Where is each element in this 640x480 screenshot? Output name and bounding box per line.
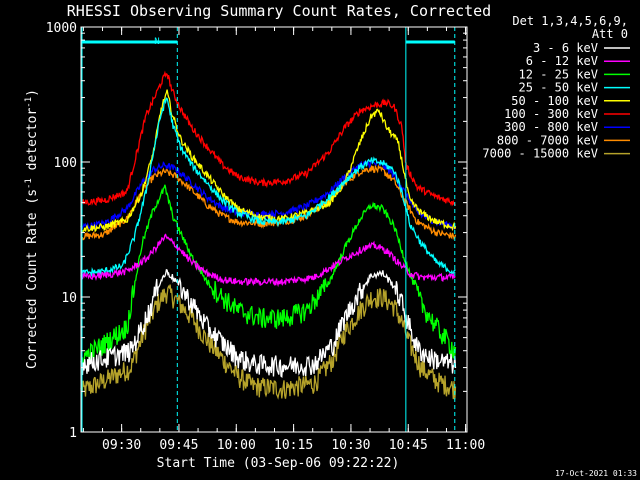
series-line-100-300-kev (80, 70, 457, 207)
x-tick-label: 09:45 (159, 438, 198, 453)
x-tick-label: 10:45 (389, 438, 428, 453)
legend-label: 100 - 300 keV (504, 107, 598, 121)
legend-label: 7000 - 15000 keV (482, 147, 598, 161)
legend-label: 50 - 100 keV (511, 94, 598, 108)
y-tick-label: 1000 (46, 21, 77, 36)
series-line-12-25-kev (80, 184, 457, 368)
x-axis-label: Start Time (03-Sep-06 09:22:22) (157, 456, 400, 471)
legend-label: 800 - 7000 keV (497, 133, 598, 147)
series-line-25-50-kev (80, 97, 456, 278)
legend-label: 3 - 6 keV (533, 41, 598, 55)
x-tick-label: 09:30 (102, 438, 141, 453)
legend-label: 6 - 12 keV (526, 54, 598, 68)
legend-label: 25 - 50 keV (519, 81, 598, 95)
legend-title-line1: Det 1,3,4,5,6,9, (512, 14, 628, 28)
y-tick-label: 10 (61, 291, 77, 306)
x-tick-label: 10:00 (217, 438, 256, 453)
x-tick-label: 10:15 (274, 438, 313, 453)
series-line-3-6-kev (80, 268, 457, 378)
annotation-flag: N (154, 37, 159, 47)
y-axis-label: Corrected Count Rate (s-1 detector-1) (24, 89, 40, 369)
series-line-50-100-kev (80, 89, 457, 233)
series-line-6-12-kev (80, 233, 456, 288)
legend-label: 300 - 800 keV (504, 120, 598, 134)
legend-label: 12 - 25 keV (519, 67, 598, 81)
x-tick-label: 10:30 (331, 438, 370, 453)
legend-title-line2: Att 0 (592, 27, 628, 41)
series-line-800-7000-kev (80, 163, 457, 241)
footer-timestamp: 17-Oct-2021 01:33 (555, 469, 637, 478)
chart-title: RHESSI Observing Summary Count Rates, Co… (67, 2, 491, 20)
y-tick-label: 100 (54, 156, 77, 171)
series-line-300-800-kev (80, 159, 457, 232)
y-tick-label: 1 (69, 426, 77, 441)
x-tick-label: 11:00 (446, 438, 485, 453)
